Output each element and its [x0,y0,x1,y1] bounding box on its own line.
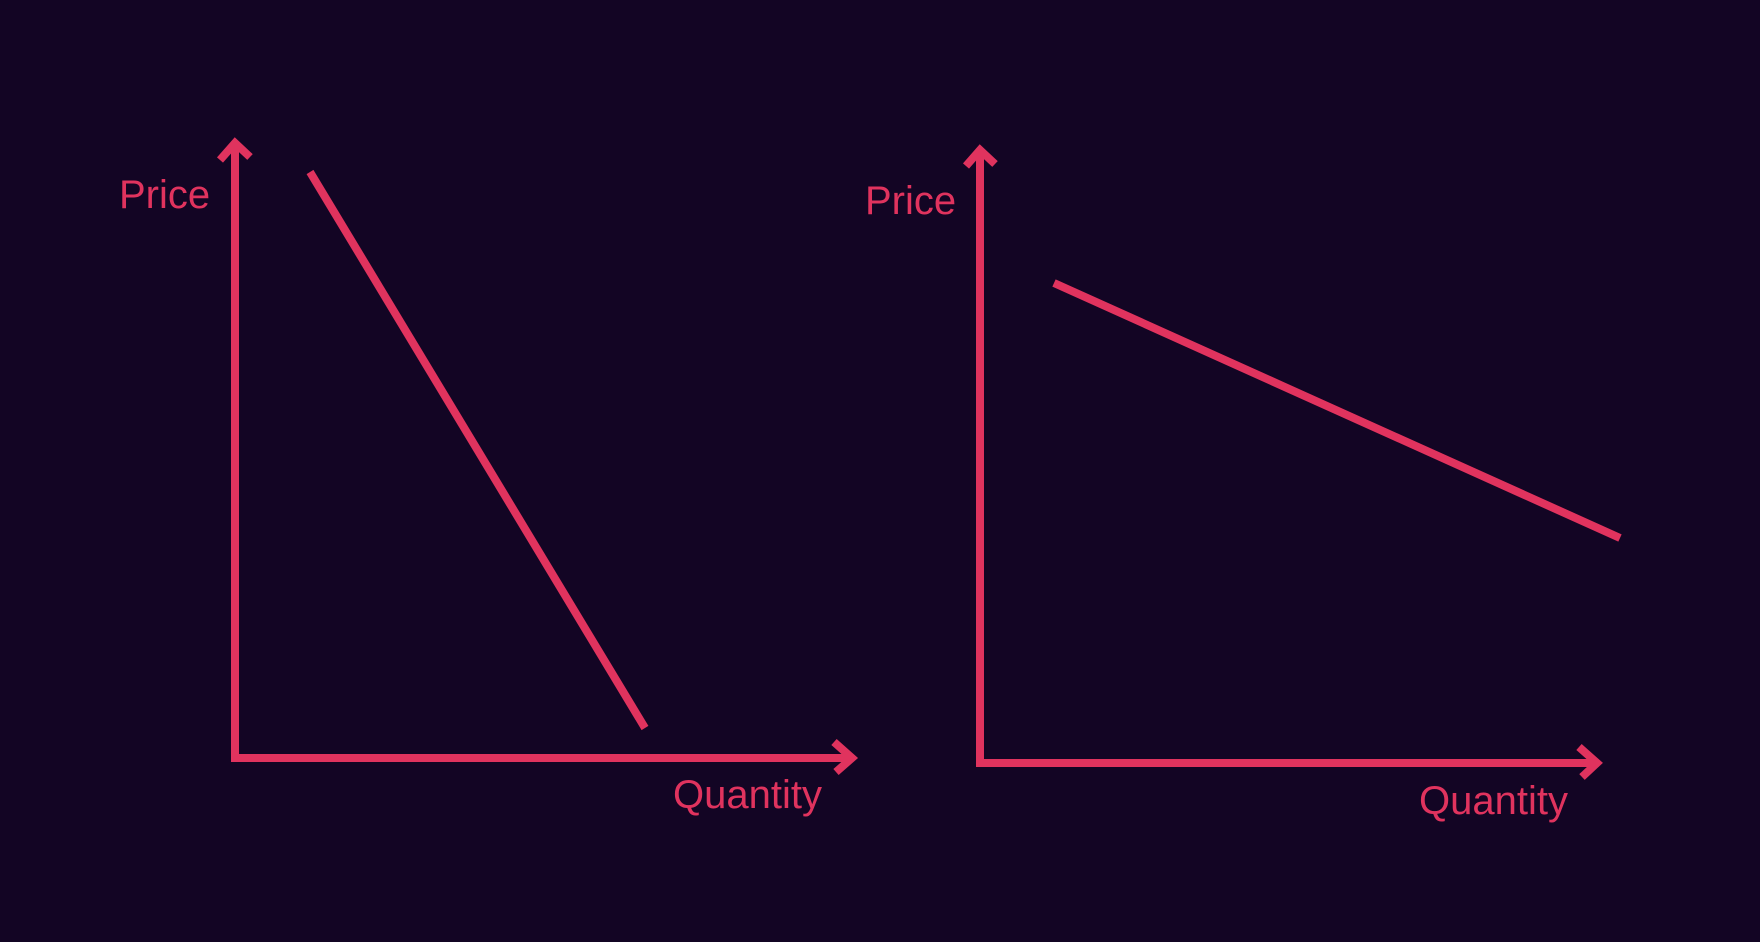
y-axis-label: Price [119,173,210,217]
x-axis-arrowhead [1576,744,1603,780]
y-axis-arrowhead [217,137,253,163]
diagram-right: Price Quantity [865,144,1622,823]
x-axis-arrowhead [831,739,859,776]
x-axis-label: Quantity [1419,779,1568,823]
demand-curve [306,169,649,731]
diagram-left: Price Quantity [119,137,859,817]
y-axis-label: Price [865,179,956,223]
x-axis-label: Quantity [673,773,822,817]
demand-curve [1052,279,1622,542]
y-axis-arrowhead [962,144,998,169]
